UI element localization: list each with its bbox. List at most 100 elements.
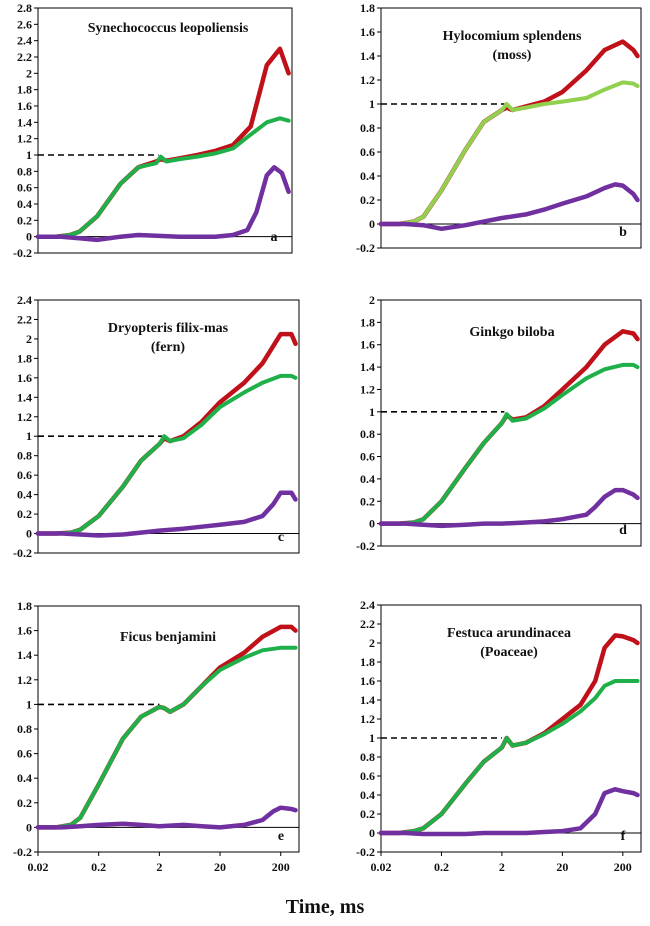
data-point <box>603 343 607 347</box>
data-point <box>482 441 486 445</box>
y-tick-label: 2 <box>369 293 375 307</box>
y-tick-label: 1.4 <box>360 693 375 707</box>
data-point <box>635 641 640 645</box>
data-point <box>289 646 293 650</box>
data-point <box>231 233 235 237</box>
series-red-line <box>35 331 298 536</box>
data-point <box>36 235 40 239</box>
data-point <box>621 184 625 188</box>
panel-c: -0.2 0 0.2 0.4 0.6 0.8 1 1.2 1.4 1.6 1.8 2 2.2 2.4 Dry… <box>13 293 300 560</box>
y-tick-label: 1.6 <box>17 371 32 385</box>
data-point <box>603 186 607 190</box>
panel-title: Ginkgo biloba <box>469 325 554 340</box>
y-tick-label: 1.2 <box>17 673 32 687</box>
data-point <box>157 442 161 446</box>
y-tick-label: -0.2 <box>356 241 375 255</box>
data-point <box>524 212 528 216</box>
panel-d: -0.2 0 0.2 0.4 0.6 0.8 1 1.2 1.4 1.6 1.8 2 Ginkgo bi… <box>356 293 642 553</box>
data-point <box>178 235 182 239</box>
series-red-line <box>35 624 298 830</box>
y-tick-label: 1 <box>369 97 375 111</box>
data-point <box>119 235 123 239</box>
data-point <box>463 523 468 527</box>
data-point <box>200 423 204 427</box>
data-point <box>289 491 293 495</box>
x-tick-label: 200 <box>272 860 290 874</box>
data-point <box>560 717 565 721</box>
data-point <box>603 48 607 52</box>
data-point <box>154 161 158 165</box>
y-tick-label: 1.8 <box>17 83 32 97</box>
series-green-line <box>36 645 298 830</box>
data-point <box>200 525 204 529</box>
y-tick-label: 2 <box>26 332 32 346</box>
data-point <box>560 100 565 104</box>
data-point <box>603 791 607 795</box>
data-point <box>439 524 444 528</box>
data-point <box>287 119 291 123</box>
data-point <box>245 228 249 232</box>
data-point <box>510 744 515 748</box>
data-point <box>560 829 565 833</box>
y-tick-label: 2.4 <box>17 293 32 307</box>
data-point <box>97 782 101 787</box>
y-tick-label: 0.4 <box>360 788 375 802</box>
data-point <box>36 825 40 830</box>
data-point <box>613 633 617 638</box>
y-tick-label: 0 <box>26 820 32 834</box>
data-point <box>78 528 82 532</box>
data-point <box>542 208 546 212</box>
y-tick-label: 0.6 <box>360 145 375 159</box>
data-point <box>584 365 589 369</box>
panel-b: -0.2 0 0.2 0.4 0.6 0.8 1 1.2 1.4 1.6 1.8 Hylocomium… <box>356 1 642 255</box>
data-point <box>542 406 546 411</box>
plot-frame <box>380 7 642 249</box>
panel-label: e <box>278 829 284 844</box>
plot-frame <box>380 299 642 547</box>
data-point <box>542 519 546 524</box>
data-point <box>242 390 246 394</box>
data-point <box>293 808 298 812</box>
y-tick-label: 0.4 <box>17 771 32 785</box>
data-point <box>631 48 636 52</box>
data-point <box>260 381 265 385</box>
data-point <box>168 710 172 714</box>
y-tick-label: 1.8 <box>17 351 32 365</box>
data-point <box>621 329 625 333</box>
data-point <box>379 522 383 526</box>
y-tick-label: 0.8 <box>360 121 375 135</box>
panel-label: f <box>621 829 626 844</box>
y-tick-label: 1.2 <box>360 73 375 87</box>
data-point <box>181 527 186 531</box>
y-tick-label: 1.6 <box>17 99 32 113</box>
series-red-line <box>35 46 291 239</box>
y-tick-label: 0.4 <box>17 488 32 502</box>
y-tick-label: 1.6 <box>360 25 375 39</box>
data-point <box>482 220 486 224</box>
data-point <box>289 625 293 629</box>
data-point <box>524 106 528 110</box>
y-tick-label: 0 <box>369 826 375 840</box>
data-point <box>524 520 528 525</box>
data-point <box>621 634 625 639</box>
y-tick-label: 0 <box>369 217 375 231</box>
data-point <box>59 235 64 239</box>
panel-label: d <box>619 523 627 538</box>
data-point <box>621 488 625 492</box>
data-point <box>578 826 583 830</box>
y-tick-label: 1.8 <box>360 1 375 15</box>
y-tick-label: 0.4 <box>17 197 32 211</box>
data-point <box>421 223 425 227</box>
y-tick-label: 1.4 <box>360 49 375 63</box>
data-point <box>635 84 640 88</box>
data-point <box>249 124 253 128</box>
data-point <box>603 367 607 371</box>
data-point <box>524 741 528 745</box>
data-point <box>631 679 636 683</box>
data-point <box>121 822 125 826</box>
series-purple-line <box>35 165 291 243</box>
data-point <box>77 230 81 234</box>
data-point <box>242 520 246 524</box>
data-point <box>78 532 82 537</box>
y-tick-label: 0.2 <box>360 193 375 207</box>
